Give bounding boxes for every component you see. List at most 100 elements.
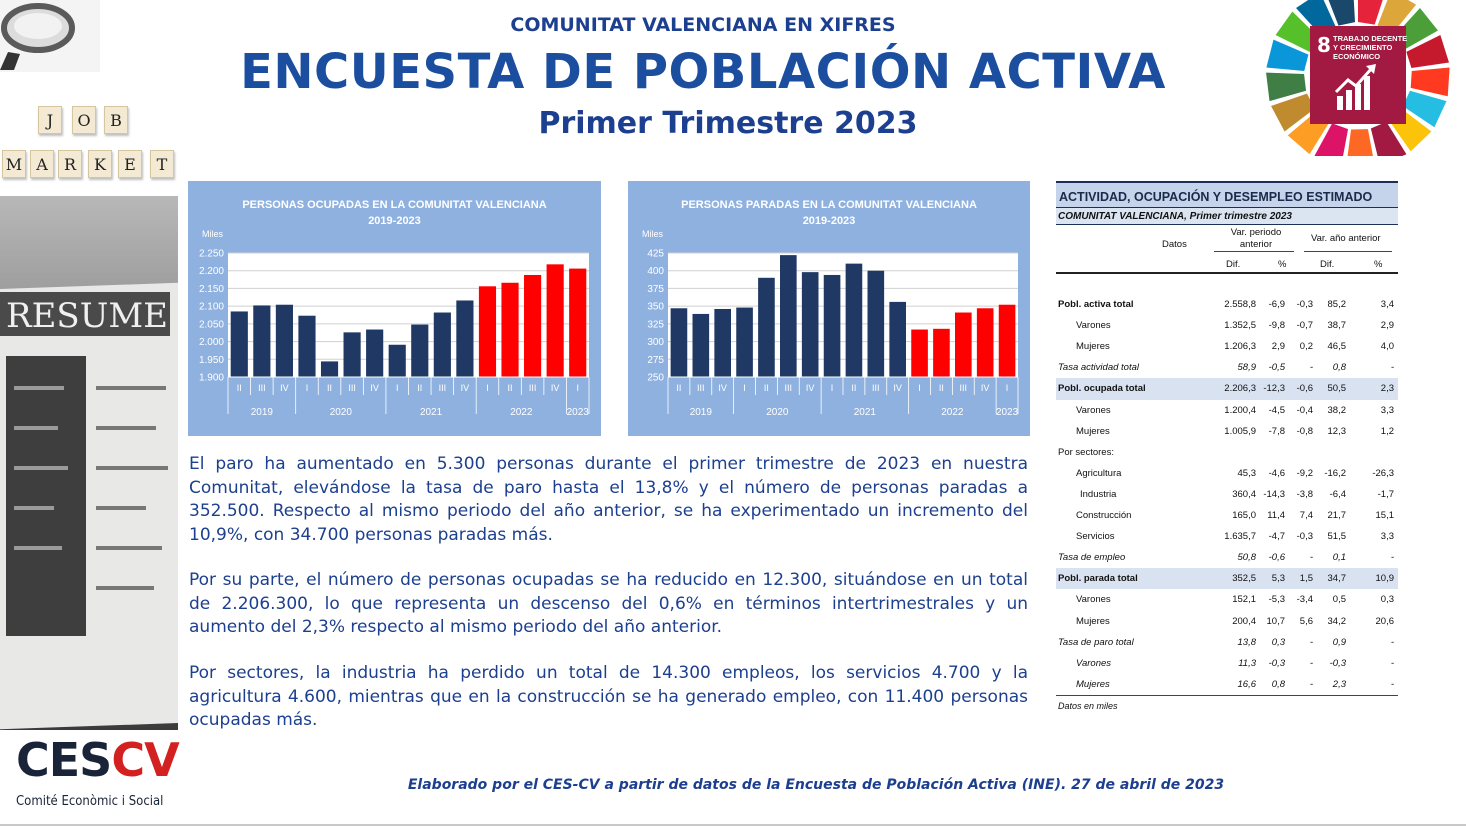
chart-y-tick: 2.100 bbox=[199, 302, 224, 313]
row-value: - bbox=[1309, 636, 1313, 648]
chart-bar bbox=[388, 344, 406, 377]
row-label: Varones bbox=[1076, 404, 1111, 416]
sdg-label-line: Y CRECIMIENTO bbox=[1333, 43, 1392, 52]
row-value: 3,3 bbox=[1380, 531, 1394, 543]
row-value: 11,3 bbox=[1238, 657, 1256, 669]
row-label: Construcción bbox=[1076, 510, 1132, 522]
chart-x-tick: II bbox=[851, 383, 856, 393]
sdg-ring-segment bbox=[1271, 93, 1315, 132]
chart-year-label: 2022 bbox=[941, 407, 964, 418]
chart-bar bbox=[411, 324, 429, 377]
chart-x-tick: IV bbox=[806, 383, 815, 393]
table-body: Pobl. activa total 2.558,8 -6,9 -0,3 85,2 3,4… bbox=[1056, 273, 1398, 695]
chart-x-tick: I bbox=[396, 383, 399, 393]
paragraph-sectors: Por sectores, la industria ha perdido un… bbox=[189, 663, 1028, 730]
table-row: Mujeres 16,6 0,8 - 2,3 - bbox=[1056, 674, 1398, 695]
page-subtitle: COMUNITAT VALENCIANA EN XIFRES bbox=[510, 14, 896, 36]
row-value: 5,6 bbox=[1299, 615, 1313, 627]
letter-tile: J bbox=[38, 106, 62, 134]
chart-x-tick: III bbox=[348, 383, 356, 393]
sdg-ring-segment bbox=[1410, 67, 1450, 97]
chart-x-tick: III bbox=[258, 383, 266, 393]
header-rule bbox=[1056, 272, 1398, 274]
chart-year-label: 2019 bbox=[251, 407, 274, 418]
sdg-ring-segment bbox=[1358, 0, 1383, 25]
cescv-tagline: Comité Econòmic i Social bbox=[16, 794, 164, 809]
table-row: Construcción 165,0 11,4 7,4 21,7 15,1 bbox=[1056, 505, 1398, 526]
chart-year-label: 2021 bbox=[854, 407, 877, 418]
resume-line bbox=[96, 586, 154, 590]
table-row: Mujeres 1.206,3 2,9 0,2 46,5 4,0 bbox=[1056, 336, 1398, 357]
sdg-ring-segment bbox=[1377, 0, 1417, 35]
chart-year-label: 2023 bbox=[567, 407, 590, 418]
row-label: Pobl. ocupada total bbox=[1058, 383, 1146, 395]
header-datos: Datos bbox=[1162, 239, 1187, 250]
row-value: 15,1 bbox=[1375, 510, 1395, 522]
chart-y-tick: 275 bbox=[647, 355, 664, 366]
chart-bar bbox=[478, 286, 497, 377]
row-value: 34,2 bbox=[1327, 615, 1347, 627]
chart-x-tick: II bbox=[327, 383, 332, 393]
chart-x-tick: IV bbox=[280, 383, 289, 393]
row-value: -12,3 bbox=[1263, 383, 1285, 395]
row-value: -6,9 bbox=[1268, 299, 1285, 311]
paragraph-employment: Por su parte, el número de personas ocup… bbox=[189, 570, 1028, 637]
chart-y-tick: 300 bbox=[647, 337, 664, 348]
row-value: 38,7 bbox=[1327, 320, 1347, 332]
resume-line bbox=[96, 506, 146, 510]
chart-x-tick: I bbox=[831, 383, 834, 393]
letter-tile: M bbox=[2, 150, 26, 178]
row-value: 3,4 bbox=[1380, 299, 1394, 311]
row-label: Varones bbox=[1076, 657, 1112, 669]
chart-bar bbox=[298, 315, 316, 377]
row-value: 0,2 bbox=[1299, 341, 1313, 353]
chart-x-tick: III bbox=[960, 383, 968, 393]
row-value: 352,5 bbox=[1232, 573, 1256, 585]
row-value: 16,6 bbox=[1237, 678, 1257, 690]
resume-line bbox=[14, 466, 68, 470]
chart-year-label: 2019 bbox=[690, 407, 713, 418]
chart-y-tick: 250 bbox=[647, 373, 664, 384]
row-value: -3,4 bbox=[1296, 594, 1313, 606]
table-footnote: Datos en miles bbox=[1056, 694, 1398, 717]
sdg-ring-segment bbox=[1402, 90, 1447, 128]
row-value: 21,7 bbox=[1327, 510, 1347, 522]
chart-x-tick: I bbox=[743, 383, 746, 393]
letter-tile: T bbox=[150, 150, 174, 178]
chart-bar bbox=[758, 277, 775, 377]
chart-bar bbox=[955, 312, 972, 377]
chart-x-tick: IV bbox=[551, 383, 560, 393]
row-value: - bbox=[1390, 657, 1394, 669]
table-row: Servicios 1.635,7 -4,7 -0,3 51,5 3,3 bbox=[1056, 526, 1398, 547]
row-value: - bbox=[1390, 552, 1394, 564]
unemployed-chart: PERSONAS PARADAS EN LA COMUNITAT VALENCI… bbox=[628, 181, 1030, 436]
row-value: 0,5 bbox=[1332, 594, 1346, 606]
chart-y-tick: 325 bbox=[647, 319, 664, 330]
table-row: Varones 11,3 -0,3 - -0,3 - bbox=[1056, 653, 1398, 674]
chart-x-tick: II bbox=[508, 383, 513, 393]
chart-x-tick: I bbox=[486, 383, 489, 393]
row-value: 0,3 bbox=[1380, 594, 1394, 606]
row-value: 1.352,5 bbox=[1224, 320, 1256, 332]
row-value: 360,4 bbox=[1232, 488, 1256, 500]
chart-x-tick: I bbox=[918, 383, 921, 393]
row-value: 1.200,4 bbox=[1224, 404, 1256, 416]
row-value: 10,9 bbox=[1375, 573, 1395, 585]
table-row: Mujeres 200,4 10,7 5,6 34,2 20,6 bbox=[1056, 611, 1398, 632]
table-row: Industria 360,4 -14,3 -3,8 -6,4 -1,7 bbox=[1056, 484, 1398, 505]
row-value: 2,9 bbox=[1380, 320, 1394, 332]
chart-y-tick: 2.050 bbox=[199, 319, 224, 330]
row-value: 1,2 bbox=[1380, 425, 1394, 437]
row-value: -4,7 bbox=[1268, 531, 1285, 543]
chart-bar bbox=[933, 328, 950, 377]
resume-sidebar bbox=[6, 356, 86, 636]
table-row bbox=[1056, 273, 1398, 294]
row-label: Mujeres bbox=[1076, 425, 1110, 437]
chart-bar bbox=[253, 305, 271, 377]
row-label: Pobl. parada total bbox=[1058, 573, 1138, 585]
row-label: Tasa de empleo bbox=[1058, 552, 1126, 564]
row-value: -9,2 bbox=[1296, 467, 1313, 479]
chart-x-tick: II bbox=[676, 383, 681, 393]
row-label: Mujeres bbox=[1076, 341, 1110, 353]
chart-x-tick: III bbox=[872, 383, 880, 393]
